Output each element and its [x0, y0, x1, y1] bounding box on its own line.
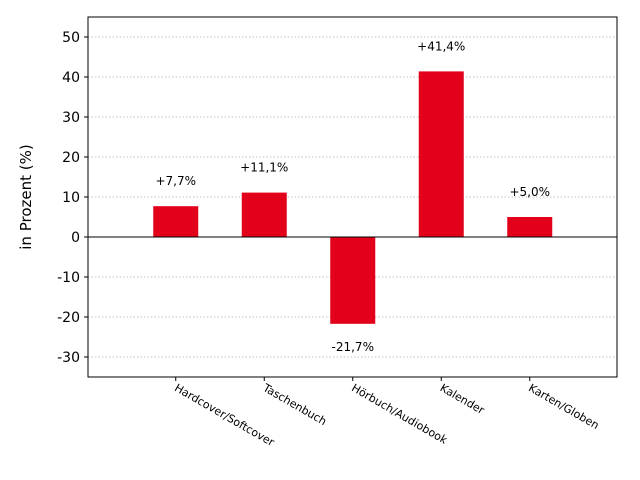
y-tick-label: 10 [62, 190, 80, 206]
y-tick-label: 50 [62, 30, 80, 46]
bar [153, 206, 199, 237]
data-labels: +7,7% +11,1% -21,7% +41,4% +5,0% [155, 39, 550, 353]
y-tick-label: -10 [57, 270, 80, 286]
y-tick-label: 30 [62, 110, 80, 126]
bar [507, 217, 553, 237]
y-tick-label: 0 [71, 230, 80, 246]
data-label: +5,0% [509, 185, 550, 199]
data-label: +7,7% [155, 174, 196, 188]
x-tick-label: Karten/Globen [526, 381, 601, 432]
x-tick-label: Kalender [438, 381, 487, 417]
bar [241, 192, 287, 237]
x-tick-label: Hörbuch/Audiobook [349, 381, 450, 447]
y-axis-ticks: -30 -20 -10 0 10 20 30 40 50 [57, 30, 88, 366]
bars [153, 71, 553, 324]
bar [330, 237, 376, 324]
y-tick-label: -20 [57, 310, 80, 326]
y-tick-label: 40 [62, 70, 80, 86]
y-tick-label: -30 [57, 350, 80, 366]
bar [418, 71, 464, 238]
x-tick-label: Taschenbuch [260, 381, 329, 428]
y-axis-title: in Prozent (%) [17, 144, 35, 249]
data-label: +11,1% [240, 161, 288, 175]
y-tick-label: 20 [62, 150, 80, 166]
data-label: -21,7% [332, 340, 374, 354]
data-label: +41,4% [417, 39, 465, 53]
